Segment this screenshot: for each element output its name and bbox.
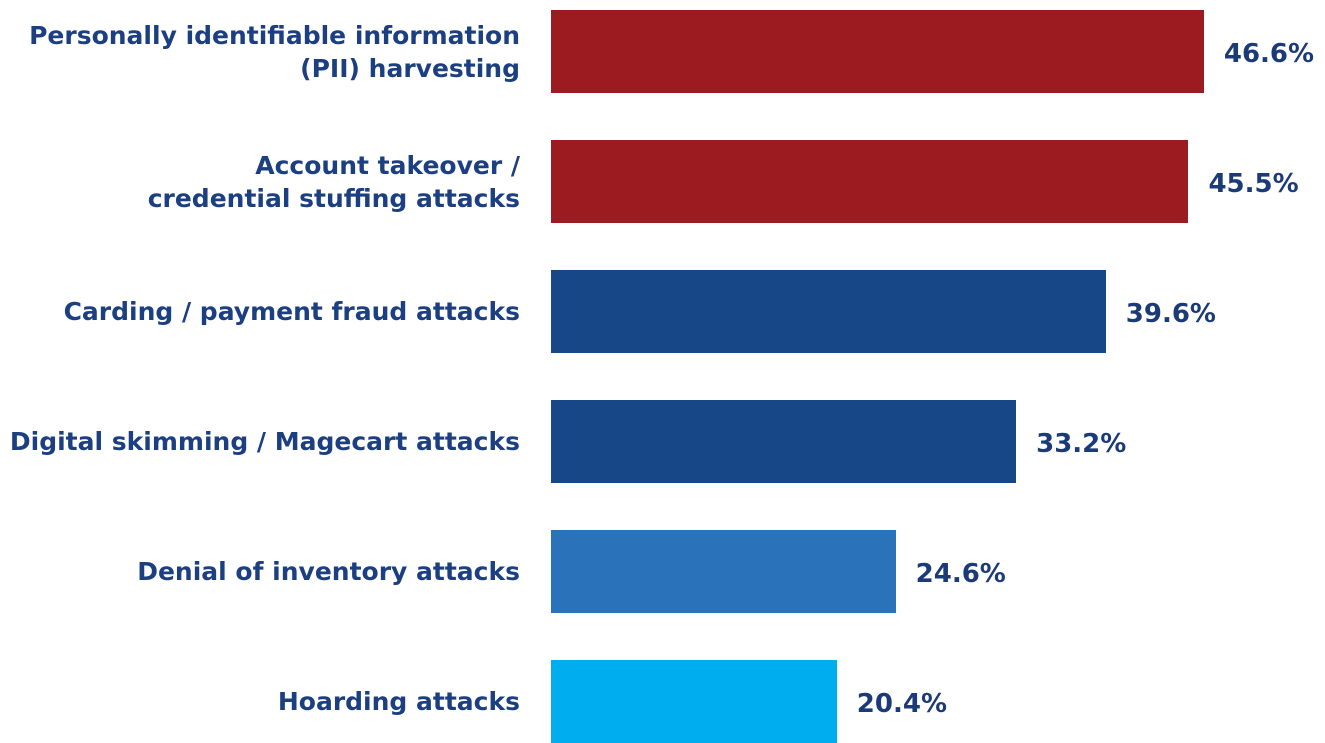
bar [551,530,896,613]
value-label: 24.6% [915,558,1006,589]
value-label: 33.2% [1036,428,1127,459]
category-line: Account takeover / [255,150,520,180]
category-line: Digital skimming / Magecart attacks [9,427,520,456]
category-line: Personally identifiable information [29,20,520,50]
value-label: 20.4% [856,688,947,719]
bar [551,660,837,743]
category-label: Personally identifiable information (PII)… [29,19,520,85]
category-label: Hoarding attacks [278,685,520,718]
category-line: credential stuffing attacks [147,183,520,213]
value-label: 45.5% [1208,168,1299,199]
category-label: Denial of inventory attacks [137,555,520,588]
category-label: Account takeover / credential stuffing at… [148,149,520,215]
category-label: Carding / payment fraud attacks [64,295,520,328]
category-line: Hoarding attacks [277,687,520,716]
category-label: Digital skimming / Magecart attacks [10,425,520,458]
value-label: 46.6% [1223,38,1315,69]
category-line: Carding / payment fraud attacks [63,297,520,326]
bar [551,270,1106,353]
value-label: 39.6% [1125,298,1216,329]
category-line: (PII) harvesting [300,53,520,83]
bar [551,10,1204,93]
bar [551,400,1017,483]
category-line: Denial of inventory attacks [137,557,520,586]
bar [551,140,1189,223]
